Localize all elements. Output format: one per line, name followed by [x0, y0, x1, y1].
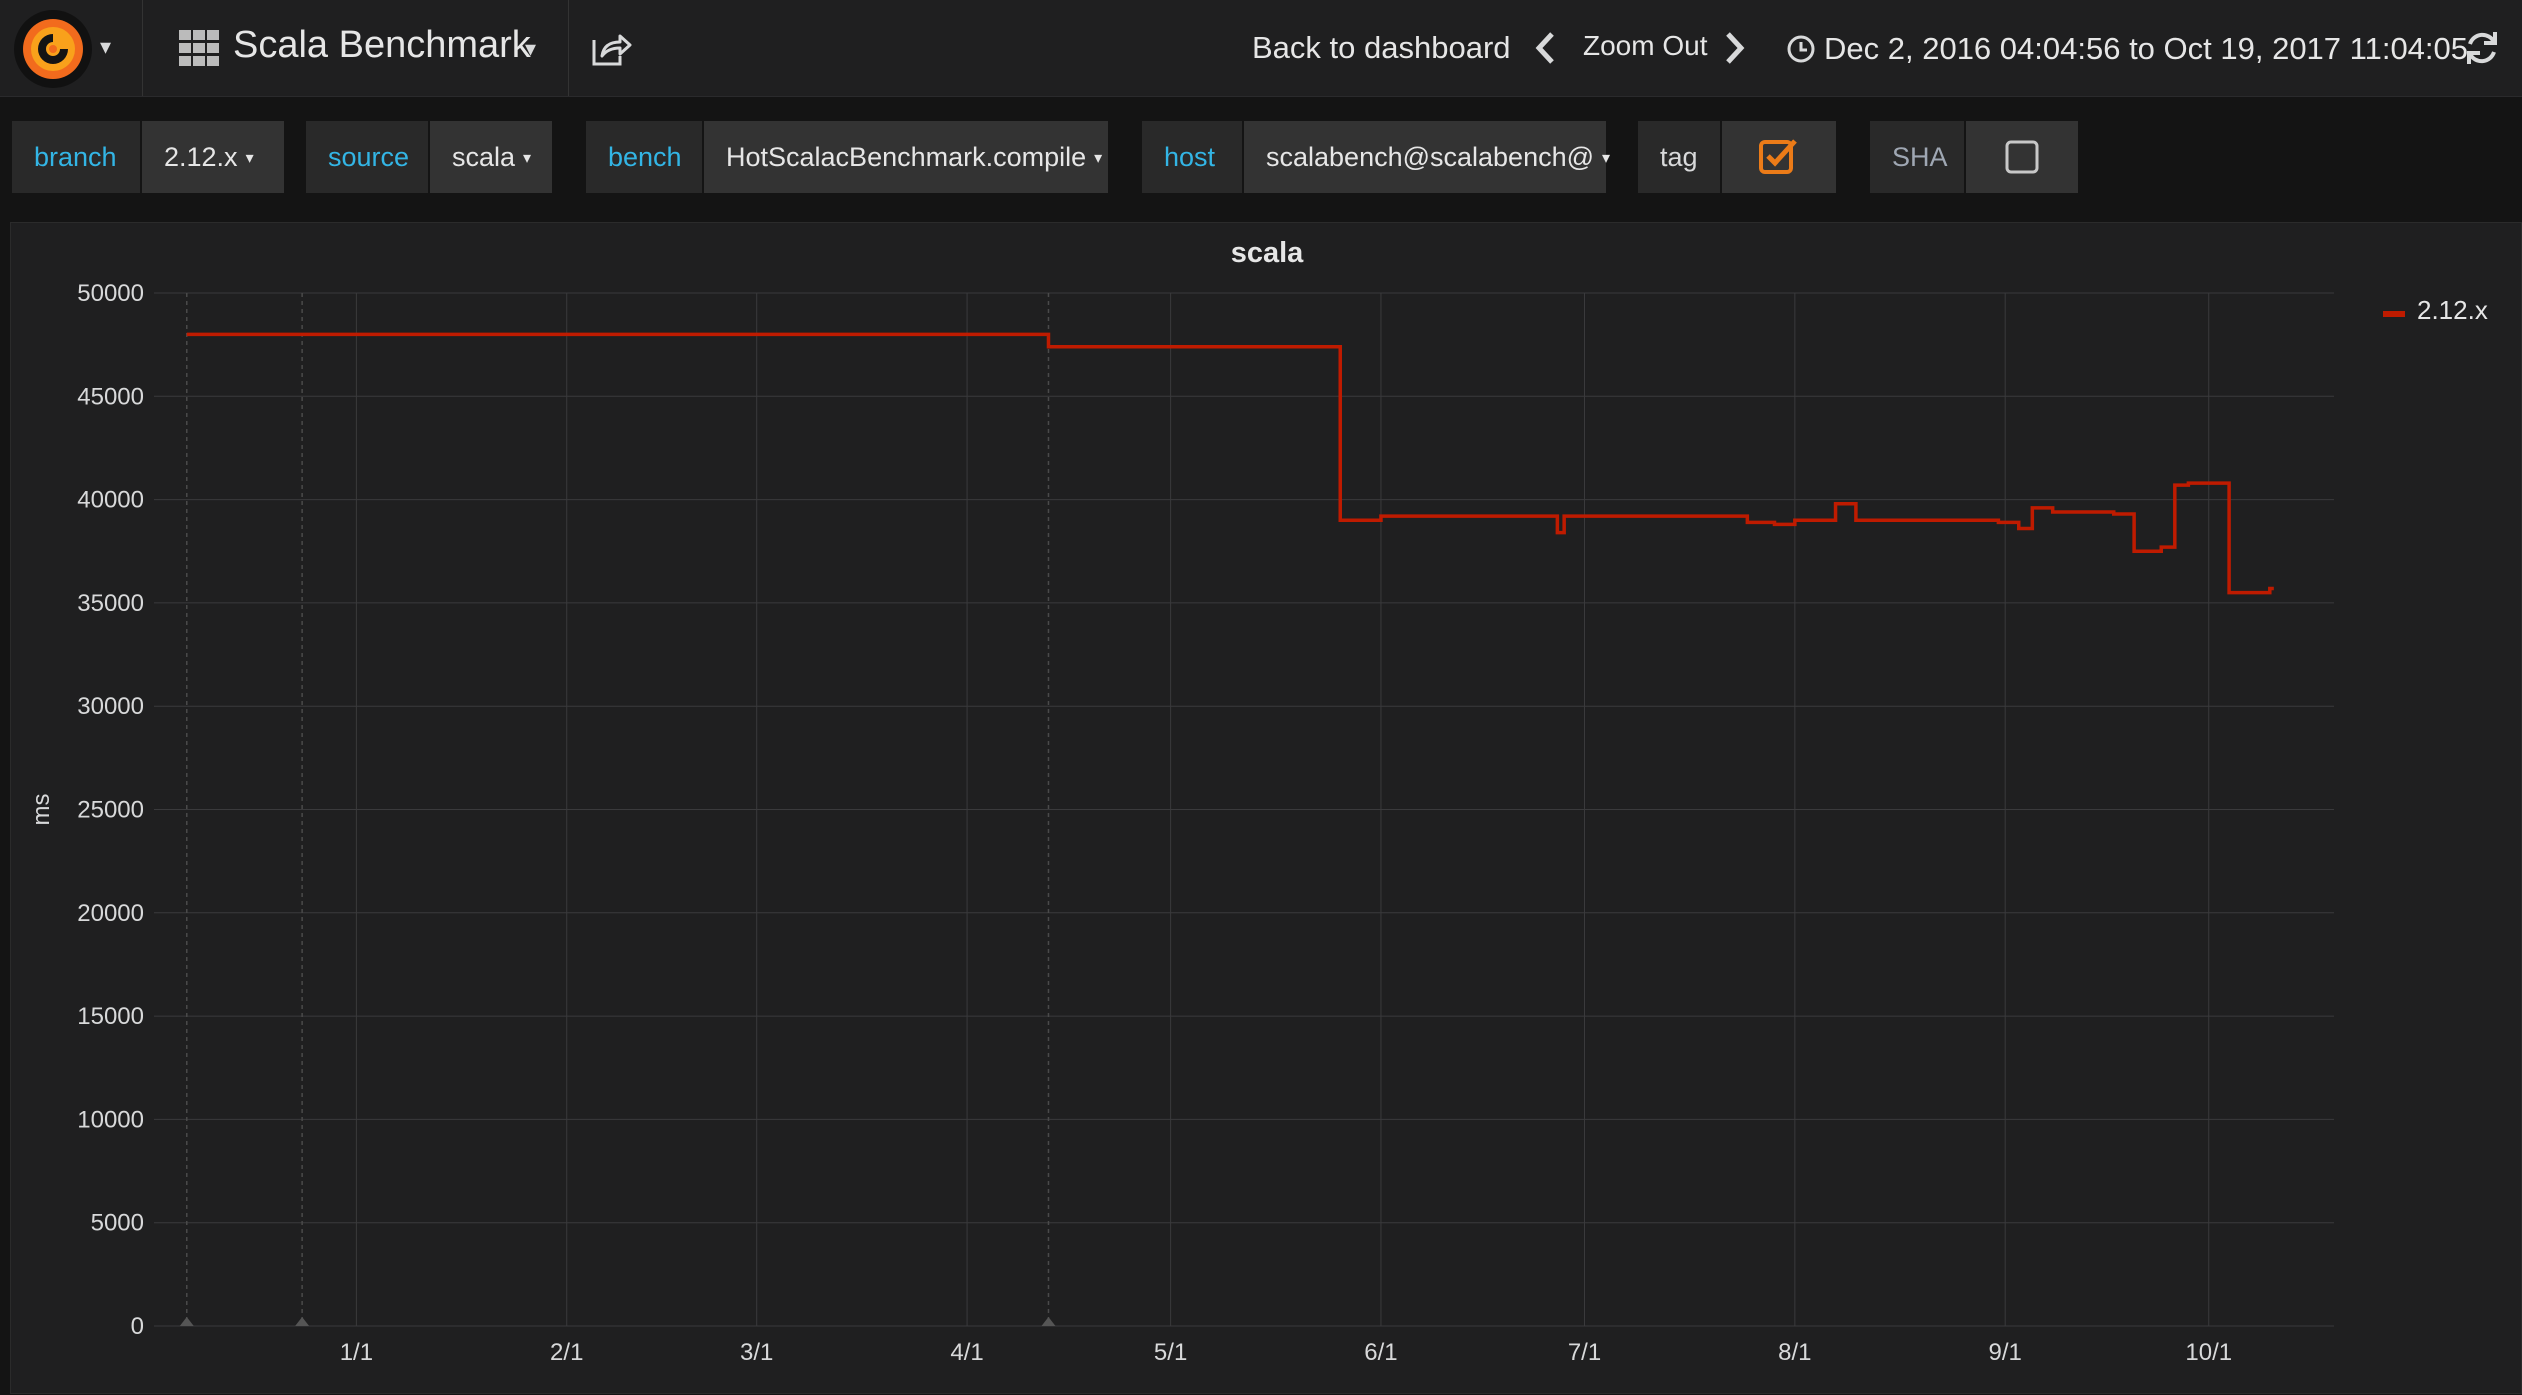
chevron-down-icon: ▾	[100, 34, 112, 59]
back-to-dashboard-button[interactable]: Back to dashboard	[1252, 30, 1511, 65]
annotation-marker	[295, 1317, 310, 1326]
top-navbar: ▾ Scala Benchmark ▾ Back to dashboard Zo…	[0, 0, 2522, 97]
y-tick-label: 30000	[77, 693, 144, 720]
variable-value-branch: 2.12.x	[164, 142, 238, 172]
share-icon[interactable]	[588, 26, 632, 70]
variable-label-sha: SHA	[1870, 121, 1964, 193]
chevron-down-icon: ▾	[1094, 149, 1103, 167]
checkbox-unchecked-icon	[2005, 140, 2039, 174]
y-tick-label: 45000	[77, 383, 144, 410]
variable-label-bench: bench	[586, 121, 702, 193]
y-tick-label: 40000	[77, 487, 144, 514]
y-tick-label: 5000	[91, 1210, 144, 1237]
y-tick-label: 15000	[77, 1003, 144, 1030]
dashboard-title: Scala Benchmark	[233, 24, 531, 66]
variable-dropdown-bench[interactable]: HotScalacBenchmark.compile ▾	[704, 121, 1108, 193]
variable-label-host: host	[1142, 121, 1242, 193]
x-tick-label: 1/1	[340, 1339, 373, 1366]
chevron-down-icon: ▾	[523, 149, 532, 167]
zoom-out-button[interactable]: Zoom Out	[1583, 30, 1708, 61]
x-tick-label: 7/1	[1568, 1339, 1601, 1366]
variable-label-branch: branch	[12, 121, 140, 193]
template-variables-bar: branch 2.12.x ▾ source scala ▾ bench HotSc…	[0, 97, 2522, 217]
legend-label: 2.12.x	[2417, 295, 2488, 325]
graph-panel: scala 0 5000 10000 15000 20000 25000 30000 3500…	[10, 222, 2522, 1394]
grafana-logo-icon	[14, 10, 92, 88]
y-tick-label: 10000	[77, 1106, 144, 1133]
checkbox-checked-icon	[1759, 139, 1797, 174]
chart-plot[interactable]: 0 5000 10000 15000 20000 25000 30000 35000 40000…	[11, 223, 2522, 1395]
annotation-marker	[1041, 1317, 1056, 1326]
annotation-marker	[179, 1317, 194, 1326]
variable-label-tag: tag	[1638, 121, 1720, 193]
legend-swatch	[2383, 311, 2405, 317]
x-tick-label: 3/1	[740, 1339, 773, 1366]
grafana-menu-button[interactable]: ▾	[0, 0, 143, 96]
variable-dropdown-host[interactable]: scalabench@scalabench@ ▾	[1244, 121, 1610, 193]
variable-value-host: scalabench@scalabench@	[1266, 142, 1595, 172]
x-tick-label: 4/1	[950, 1339, 983, 1366]
x-tick-label: 5/1	[1154, 1339, 1187, 1366]
x-tick-label: 8/1	[1778, 1339, 1811, 1366]
variable-value-bench: HotScalacBenchmark.compile	[726, 142, 1087, 172]
x-tick-label: 9/1	[1988, 1339, 2021, 1366]
x-tick-label: 10/1	[2185, 1339, 2232, 1366]
x-tick-label: 6/1	[1364, 1339, 1397, 1366]
variable-dropdown-source[interactable]: scala ▾	[430, 121, 552, 193]
chevron-right-icon[interactable]	[1720, 28, 1750, 68]
tag-checkbox[interactable]	[1722, 121, 1836, 193]
chevron-left-icon[interactable]	[1530, 28, 1560, 68]
x-tick-label: 2/1	[550, 1339, 583, 1366]
y-tick-label: 50000	[77, 280, 144, 307]
sha-checkbox[interactable]	[1966, 121, 2078, 193]
series-line-2-12-x	[186, 332, 2274, 595]
y-tick-label: 20000	[77, 900, 144, 927]
panel-title[interactable]: scala	[1230, 237, 1304, 269]
time-range-label: Dec 2, 2016 04:04:56 to Oct 19, 2017 11:…	[1824, 31, 2469, 66]
dashboard-grid-icon	[179, 30, 219, 66]
y-tick-label: 35000	[77, 590, 144, 617]
chevron-down-icon: ▾	[1602, 149, 1611, 167]
y-axis-label: ms	[28, 794, 55, 826]
refresh-icon[interactable]	[2462, 28, 2502, 68]
chevron-down-icon: ▾	[245, 149, 254, 167]
y-tick-label: 0	[131, 1313, 144, 1340]
variable-label-source: source	[306, 121, 428, 193]
chevron-down-icon: ▾	[525, 36, 537, 61]
clock-icon	[1787, 35, 1815, 63]
dashboard-search-button[interactable]: Scala Benchmark ▾	[143, 0, 569, 96]
y-tick-label: 25000	[77, 797, 144, 824]
variable-value-source: scala	[452, 142, 516, 172]
variable-dropdown-branch[interactable]: 2.12.x ▾	[142, 121, 284, 193]
